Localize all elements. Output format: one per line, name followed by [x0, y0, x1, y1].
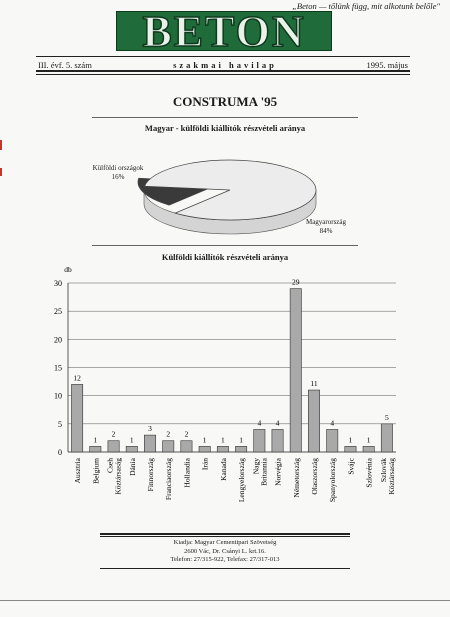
pie-label-hungary-value: 84%: [319, 227, 333, 235]
bar-value-label: 1: [203, 435, 207, 444]
x-tick-label: Franciaország: [164, 458, 173, 500]
publisher-address: 2600 Vác, Dr. Csányi L. krt.16.: [184, 547, 266, 555]
tagline: szakmai havilap: [173, 60, 277, 70]
publisher-info: Kiadja: Magyar Cementipari Szövetség 260…: [0, 539, 450, 565]
bar-value-label: 1: [221, 435, 225, 444]
x-tick-label: Olaszország: [310, 458, 319, 495]
bar: [107, 440, 120, 453]
bar-value-label: 4: [257, 418, 261, 427]
logo: BETON: [142, 6, 306, 57]
x-tick-label: Svájc: [346, 457, 355, 474]
bar: [271, 429, 284, 453]
bar: [89, 446, 102, 453]
logo-background: [116, 11, 332, 51]
bar-value-label: 2: [166, 430, 170, 439]
x-tick-label: Finnország: [146, 458, 155, 492]
bar-value-label: 12: [73, 373, 81, 382]
pie-label-foreign-name: Külföldi országok: [92, 164, 144, 172]
x-tick-label: Lengyelország: [237, 458, 246, 502]
bar: [235, 446, 248, 453]
bar-value-label: 1: [239, 435, 243, 444]
publisher-name: Kiadja: Magyar Cementipari Szövetség: [173, 539, 277, 546]
bar-value-label: 4: [330, 418, 334, 427]
bar-value-label: 3: [148, 424, 152, 433]
bar-value-label: 1: [349, 435, 353, 444]
bar-value-label: 11: [310, 379, 317, 388]
footer-rule-top-thin: [100, 536, 350, 537]
header-rule-bottom: [36, 70, 410, 72]
bar: [125, 446, 138, 453]
bar: [362, 446, 375, 453]
publisher-phone: Telefon: 27/315-922, Telefax: 27/317-013: [170, 556, 280, 563]
bar: [71, 384, 84, 453]
bar-value-label: 1: [93, 435, 97, 444]
x-tick-label: Németország: [292, 458, 301, 498]
x-tick-label: Irán: [201, 458, 210, 470]
section-rule: [92, 117, 358, 118]
x-tick-label: CsehKöztársaság: [106, 458, 123, 495]
x-tick-label: Szlovénia: [365, 457, 374, 487]
x-tick-label: Norvégia: [274, 457, 283, 486]
x-tick-label: SzlovákKöztársaság: [379, 458, 396, 495]
bar: [162, 440, 175, 453]
page-title: CONSTRUMA '95: [172, 94, 278, 109]
pie-label-foreign-value: 16%: [111, 173, 125, 181]
bar: [380, 423, 393, 453]
y-axis-label: db: [64, 265, 72, 274]
pie-label-hungary: Magyarország 84%: [286, 218, 366, 236]
x-tick-label: Dánia: [128, 457, 137, 476]
header-rule-bottom-thin: [36, 74, 410, 75]
x-tick-label: Ausztria: [73, 457, 82, 483]
header-rule-top: [36, 56, 410, 57]
footer-rule-bottom: [100, 568, 350, 569]
margin-mark: [0, 140, 2, 150]
y-tick-label: 15: [54, 364, 62, 373]
bar-value-label: 4: [276, 418, 280, 427]
y-tick-label: 10: [54, 392, 62, 401]
y-tick-label: 25: [54, 307, 62, 316]
bar-value-label: 2: [112, 430, 116, 439]
bar: [144, 434, 156, 453]
bar-value-label: 1: [130, 435, 134, 444]
x-tick-label: Spanyolország: [328, 458, 337, 502]
motto: „Beton — tőlünk függ, mit alkotunk belől…: [292, 1, 440, 11]
issue-date: 1995. május: [366, 60, 408, 70]
x-tick-label: Belgium: [91, 458, 100, 484]
bar-chart-title: Külföldi kiállítók részvételi aránya: [161, 252, 289, 262]
y-tick-label: 5: [58, 420, 62, 429]
bar-value-label: 2: [185, 430, 189, 439]
bar: [344, 446, 357, 453]
bar: [308, 389, 320, 453]
bar: [198, 446, 211, 453]
page-bottom-line: [0, 600, 450, 601]
bar-value-label: 5: [385, 413, 389, 422]
bar: [253, 429, 266, 453]
bar: [180, 440, 193, 453]
pie-slice-hungary: [144, 159, 317, 221]
x-tick-label: NagyBritannia: [251, 457, 268, 486]
bar: [326, 429, 339, 453]
pie-label-foreign: Külföldi országok 16%: [78, 164, 158, 182]
footer-rule-top: [100, 533, 350, 535]
x-tick-label: Kanada: [219, 457, 228, 481]
y-tick-label: 20: [54, 335, 62, 344]
pie-chart-title: Magyar - külföldi kiállítók részvételi a…: [144, 123, 306, 133]
bar: [289, 288, 302, 453]
y-tick-label: 0: [58, 448, 62, 457]
pie-label-hungary-name: Magyarország: [305, 218, 347, 226]
y-tick-label: 30: [54, 279, 62, 288]
bar-value-label: 1: [367, 435, 371, 444]
bar-value-label: 29: [292, 278, 300, 287]
bar: [216, 446, 229, 453]
issue-number: III. évf. 5. szám: [38, 60, 92, 70]
x-tick-label: Hollandia: [182, 457, 191, 487]
section-rule: [92, 245, 358, 246]
margin-mark: [0, 168, 2, 176]
